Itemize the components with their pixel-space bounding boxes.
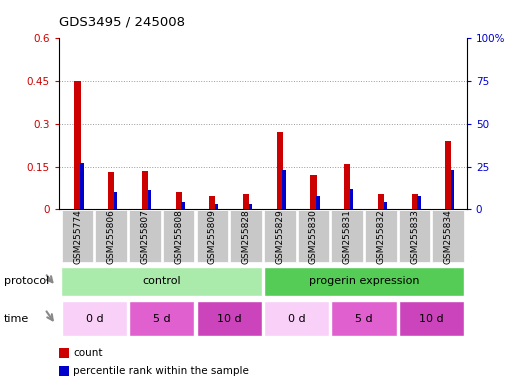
- Text: GSM255806: GSM255806: [107, 209, 116, 263]
- Text: GSM255807: GSM255807: [141, 209, 149, 263]
- Bar: [114, 192, 117, 209]
- Bar: [108, 172, 114, 209]
- Text: 0 d: 0 d: [86, 314, 103, 324]
- Text: GSM255831: GSM255831: [343, 209, 352, 263]
- FancyBboxPatch shape: [62, 210, 93, 262]
- FancyBboxPatch shape: [230, 210, 262, 262]
- Text: time: time: [4, 314, 29, 324]
- FancyBboxPatch shape: [331, 210, 363, 262]
- FancyBboxPatch shape: [399, 301, 464, 336]
- Text: GSM255829: GSM255829: [275, 209, 284, 263]
- Text: GSM255828: GSM255828: [242, 209, 250, 263]
- Text: GSM255834: GSM255834: [444, 209, 453, 263]
- FancyBboxPatch shape: [331, 301, 397, 336]
- Bar: [243, 194, 249, 209]
- FancyBboxPatch shape: [399, 210, 430, 262]
- FancyBboxPatch shape: [62, 266, 262, 296]
- FancyBboxPatch shape: [129, 210, 161, 262]
- Bar: [411, 194, 418, 209]
- Text: 5 d: 5 d: [355, 314, 373, 324]
- FancyBboxPatch shape: [95, 210, 127, 262]
- Text: GSM255830: GSM255830: [309, 209, 318, 263]
- Bar: [310, 175, 317, 209]
- Bar: [74, 81, 81, 209]
- Text: GSM255808: GSM255808: [174, 209, 183, 263]
- Bar: [384, 202, 387, 209]
- FancyBboxPatch shape: [196, 301, 262, 336]
- FancyBboxPatch shape: [163, 210, 194, 262]
- FancyBboxPatch shape: [62, 301, 127, 336]
- FancyBboxPatch shape: [264, 266, 464, 296]
- Text: protocol: protocol: [4, 276, 49, 286]
- Text: 10 d: 10 d: [419, 314, 444, 324]
- FancyBboxPatch shape: [365, 210, 397, 262]
- Bar: [445, 141, 451, 209]
- Bar: [175, 192, 182, 209]
- Text: GSM255774: GSM255774: [73, 209, 82, 263]
- Bar: [378, 194, 384, 209]
- Text: 5 d: 5 d: [153, 314, 171, 324]
- Text: GSM255833: GSM255833: [410, 209, 419, 263]
- Bar: [417, 195, 421, 209]
- Bar: [350, 189, 353, 209]
- Text: progerin expression: progerin expression: [309, 276, 419, 286]
- Text: 10 d: 10 d: [217, 314, 242, 324]
- Text: control: control: [143, 276, 181, 286]
- Bar: [80, 163, 84, 209]
- Text: GSM255832: GSM255832: [377, 209, 385, 263]
- Bar: [277, 132, 283, 209]
- Bar: [182, 202, 185, 209]
- Bar: [316, 195, 320, 209]
- FancyBboxPatch shape: [264, 301, 329, 336]
- Text: GDS3495 / 245008: GDS3495 / 245008: [59, 16, 185, 29]
- Bar: [283, 170, 286, 209]
- Text: 0 d: 0 d: [288, 314, 305, 324]
- Bar: [344, 164, 350, 209]
- Bar: [148, 190, 151, 209]
- Bar: [249, 204, 252, 209]
- FancyBboxPatch shape: [196, 210, 228, 262]
- Bar: [142, 171, 148, 209]
- Bar: [451, 170, 455, 209]
- FancyBboxPatch shape: [432, 210, 464, 262]
- FancyBboxPatch shape: [264, 210, 295, 262]
- Bar: [59, 348, 69, 358]
- Bar: [215, 204, 219, 209]
- Bar: [209, 197, 215, 209]
- Text: count: count: [73, 348, 103, 358]
- FancyBboxPatch shape: [129, 301, 194, 336]
- FancyBboxPatch shape: [298, 210, 329, 262]
- Bar: [59, 366, 69, 376]
- Text: percentile rank within the sample: percentile rank within the sample: [73, 366, 249, 376]
- Text: GSM255809: GSM255809: [208, 209, 217, 263]
